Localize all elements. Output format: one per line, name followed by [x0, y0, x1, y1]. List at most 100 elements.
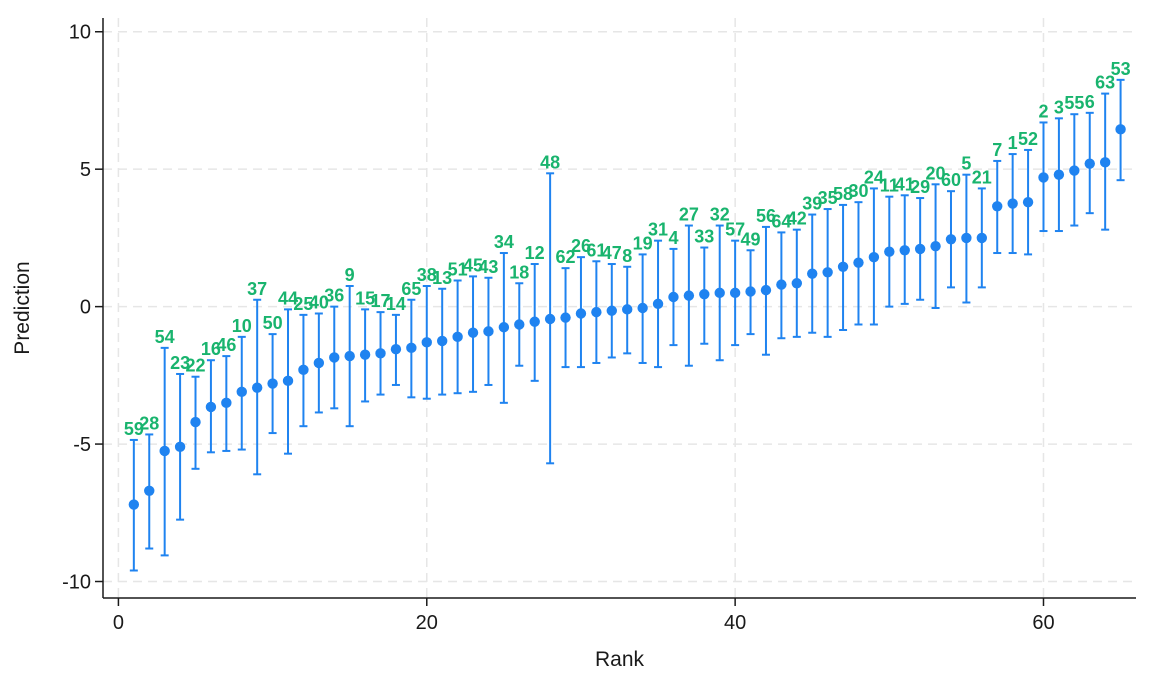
data-point: [329, 352, 340, 363]
point-label: 33: [694, 227, 714, 247]
point-label: 62: [556, 247, 576, 267]
data-point: [1022, 196, 1034, 208]
point-label: 1: [1008, 133, 1018, 153]
point-label: 63: [1095, 73, 1115, 93]
data-point: [853, 257, 864, 268]
point-label: 17: [371, 291, 391, 311]
data-point: [498, 322, 510, 333]
point-label: 60: [941, 170, 961, 190]
point-label: 19: [633, 233, 653, 253]
point-label: 18: [509, 262, 529, 282]
point-label: 23: [170, 353, 190, 373]
data-point: [992, 201, 1003, 212]
data-point: [591, 306, 602, 318]
point-label: 26: [571, 236, 591, 256]
point-label: 5: [961, 154, 971, 174]
data-point: [976, 232, 988, 244]
x-axis-title: Rank: [595, 648, 645, 671]
data-point: [914, 243, 926, 255]
data-point: [483, 326, 494, 337]
data-point: [514, 319, 525, 330]
point-label: 46: [216, 335, 236, 355]
data-point: [1038, 172, 1049, 183]
point-label: 47: [602, 243, 622, 263]
data-point: [236, 386, 247, 398]
data-point: [1084, 158, 1095, 169]
point-label: 21: [972, 167, 992, 187]
point-label: 8: [622, 246, 632, 266]
point-label: 43: [478, 257, 498, 277]
data-point: [282, 375, 294, 387]
point-label: 39: [802, 194, 822, 214]
data-point: [344, 350, 355, 362]
data-point: [899, 245, 910, 256]
point-label: 20: [926, 163, 946, 183]
point-label: 45: [463, 255, 483, 275]
point-label: 35: [818, 188, 838, 208]
data-point: [699, 289, 710, 300]
point-label: 58: [833, 184, 853, 204]
data-point: [884, 246, 895, 257]
point-labels: 5928542322164610375044254036915171465381…: [124, 59, 1131, 439]
data-point: [683, 290, 695, 301]
point-label: 40: [309, 292, 329, 312]
data-point: [251, 382, 263, 393]
tick-labels: 0 20 40 60 -10 -5 0 5 10: [62, 22, 1055, 634]
point-label: 3: [1054, 97, 1064, 117]
y-tick-label: 0: [80, 297, 91, 319]
point-label: 6: [1085, 92, 1095, 112]
point-label: 42: [787, 209, 807, 229]
data-point: [745, 286, 756, 297]
data-point: [1099, 157, 1111, 168]
y-axis-title: Prediction: [11, 261, 34, 354]
point-label: 34: [494, 232, 514, 252]
data-point: [822, 267, 833, 278]
data-point: [714, 287, 725, 299]
point-label: 32: [710, 205, 730, 225]
point-label: 49: [741, 229, 761, 249]
x-tick-label: 60: [1032, 612, 1054, 634]
point-label: 30: [848, 181, 868, 201]
data-point: [436, 335, 448, 347]
x-tick-label: 0: [113, 612, 124, 634]
x-tick-label: 40: [724, 612, 746, 634]
data-point: [467, 327, 479, 338]
data-point: [560, 312, 571, 323]
point-label: 15: [355, 288, 375, 308]
data-point: [807, 268, 818, 279]
point-label: 28: [139, 413, 159, 433]
point-label: 14: [386, 294, 406, 314]
data-point: [390, 344, 402, 355]
point-label: 38: [417, 265, 437, 285]
data-point: [668, 291, 679, 303]
point-label: 25: [293, 294, 313, 314]
point-label: 10: [232, 316, 252, 336]
point-label: 12: [525, 243, 545, 263]
point-label: 64: [771, 211, 791, 231]
point-label: 50: [263, 313, 283, 333]
point-label: 36: [324, 286, 344, 306]
data-point: [190, 416, 201, 428]
data-point: [837, 261, 849, 272]
point-label: 31: [648, 220, 668, 240]
data-point: [930, 240, 941, 252]
point-label: 51: [448, 260, 468, 280]
point-label: 54: [155, 327, 175, 347]
data-point: [637, 302, 648, 314]
point-label: 13: [432, 268, 452, 288]
data-point: [205, 401, 217, 413]
data-point: [1069, 165, 1080, 176]
point-label: 56: [756, 206, 776, 226]
data-point: [961, 232, 972, 244]
data-point: [945, 234, 957, 245]
data-point: [159, 445, 170, 457]
data-point: [1053, 169, 1065, 180]
point-label: 41: [895, 174, 915, 194]
data-point: [544, 313, 556, 325]
point-label: 9: [345, 265, 355, 285]
data-point: [791, 278, 803, 289]
point-label: 4: [668, 228, 678, 248]
point-label: 16: [201, 339, 221, 359]
point-label: 61: [586, 240, 606, 260]
